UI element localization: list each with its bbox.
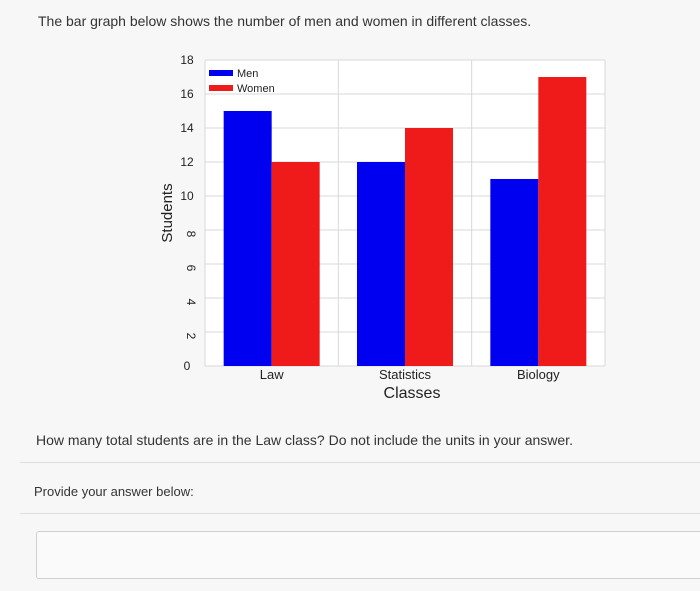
answer-input[interactable] — [36, 531, 700, 579]
y-axis-ticks: 0 2 4 6 8 10 12 14 16 18 — [180, 53, 198, 373]
bar-men-law — [223, 111, 272, 366]
bar-women-biology — [538, 77, 587, 366]
y-tick-label: 2 — [184, 333, 198, 340]
legend-swatch — [209, 85, 233, 91]
x-tick-label: Law — [260, 367, 284, 382]
y-axis-label: Students — [159, 183, 176, 242]
legend-label: Men — [237, 68, 258, 80]
bar-men-statistics — [357, 162, 405, 366]
y-tick-label: 8 — [184, 231, 198, 238]
y-tick-label: 6 — [184, 265, 198, 272]
answer-label: Provide your answer below: — [34, 484, 194, 499]
bars — [223, 77, 587, 366]
bar-chart: 0 2 4 6 8 10 12 14 16 18 Law Statistics Biology Stu… — [159, 53, 606, 402]
question-text: The bar graph below shows the number of … — [38, 13, 532, 29]
legend-swatch — [209, 70, 233, 76]
y-tick-label: 12 — [180, 155, 194, 169]
x-tick-label: Biology — [517, 367, 560, 382]
y-tick-label: 10 — [180, 189, 194, 203]
question-prompt: How many total students are in the Law c… — [36, 432, 573, 448]
y-tick-label: 14 — [180, 121, 194, 135]
y-tick-label: 18 — [180, 53, 194, 67]
bar-women-law — [271, 162, 320, 366]
x-axis-ticks: Law Statistics Biology — [260, 367, 560, 382]
x-axis-label: Classes — [384, 385, 441, 402]
x-tick-label: Statistics — [379, 367, 432, 382]
y-tick-label: 0 — [184, 359, 191, 373]
divider — [20, 462, 700, 463]
divider — [20, 513, 700, 514]
legend: Men Women — [209, 68, 275, 95]
y-tick-label: 16 — [180, 87, 194, 101]
legend-label: Women — [237, 83, 275, 95]
bar-women-statistics — [405, 128, 453, 366]
y-tick-label: 4 — [184, 299, 198, 306]
bar-men-biology — [490, 179, 539, 366]
